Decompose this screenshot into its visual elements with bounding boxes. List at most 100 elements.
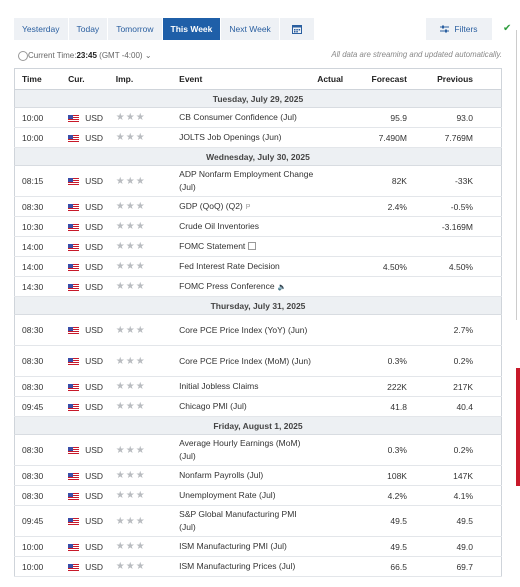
event-name[interactable]: FOMC Press Conference 🔈	[179, 276, 318, 297]
table-row[interactable]: 08:30 USD ★★★ Core PCE Price Index (YoY)…	[14, 314, 502, 346]
importance-stars-icon: ★★★	[115, 221, 146, 232]
event-currency: USD	[68, 465, 116, 486]
event-title[interactable]: ISM Manufacturing Prices (Jul)	[179, 561, 296, 571]
event-currency: USD	[68, 165, 116, 197]
event-title[interactable]: GDP (QoQ) (Q2)	[179, 200, 243, 211]
document-icon[interactable]	[248, 242, 257, 250]
tab-today[interactable]: Today	[68, 18, 108, 40]
filters-button[interactable]: Filters	[426, 18, 492, 40]
table-row[interactable]: 08:30 USD ★★★ Core PCE Price Index (MoM)…	[14, 345, 502, 377]
event-name[interactable]: CB Consumer Confidence (Jul)	[179, 107, 318, 128]
event-currency: USD	[68, 434, 116, 466]
event-name[interactable]: Average Hourly Earnings (MoM) (Jul)	[179, 434, 318, 466]
event-title[interactable]: Core PCE Price Index (YoY) (Jun)	[179, 324, 308, 335]
tab-tomorrow[interactable]: Tomorrow	[108, 18, 162, 40]
event-title[interactable]: Chicago PMI (Jul)	[179, 401, 247, 411]
event-title[interactable]: FOMC Press Conference	[179, 280, 275, 291]
event-name[interactable]: Core PCE Price Index (YoY) (Jun)	[179, 314, 318, 346]
event-name[interactable]: Nonfarm Payrolls (Jul)	[179, 465, 318, 486]
event-forecast: 0.3%	[358, 434, 411, 466]
us-flag-icon	[68, 178, 80, 185]
event-title[interactable]: ISM Manufacturing PMI (Jul)	[179, 541, 287, 551]
event-time: 08:30	[14, 314, 69, 346]
table-row[interactable]: 09:45 USD ★★★ Chicago PMI (Jul) 41.8 40.…	[14, 396, 502, 417]
event-name[interactable]: Initial Jobless Claims	[179, 376, 318, 397]
date-row: Thursday, July 31, 2025	[14, 296, 502, 315]
event-forecast: 4.2%	[358, 485, 411, 506]
event-forecast: 4.50%	[358, 256, 411, 277]
table-row[interactable]: 08:30 USD ★★★ Unemployment Rate (Jul) 4.…	[14, 485, 502, 506]
event-name[interactable]: Crude Oil Inventories	[179, 216, 318, 237]
event-title[interactable]: JOLTS Job Openings (Jun)	[179, 132, 282, 142]
table-row[interactable]: 14:00 USD ★★★ Fed Interest Rate Decision…	[14, 256, 502, 277]
importance-stars-icon: ★★★	[115, 175, 146, 187]
event-name[interactable]: Core PCE Price Index (MoM) (Jun)	[179, 345, 318, 377]
us-flag-icon	[68, 383, 80, 391]
calendar-button[interactable]	[279, 18, 314, 40]
importance-stars-icon: ★★★	[115, 381, 146, 392]
tab-next-week[interactable]: Next Week	[221, 18, 279, 40]
table-row[interactable]: 09:45 USD ★★★ S&P Global Manufacturing P…	[14, 505, 502, 537]
event-name[interactable]: ISM Manufacturing Prices (Jul)	[179, 556, 318, 577]
speaker-icon[interactable]: 🔈	[277, 283, 287, 291]
importance-stars-icon: ★★★	[115, 541, 146, 552]
event-title[interactable]: Nonfarm Payrolls (Jul)	[179, 470, 264, 480]
event-title[interactable]: Core PCE Price Index (MoM) (Jun)	[179, 355, 311, 366]
importance-stars-icon: ★★★	[115, 401, 146, 412]
event-currency: USD	[68, 485, 116, 506]
table-row[interactable]: 10:00 USD ★★★ ISM Manufacturing Prices (…	[14, 556, 502, 577]
tab-this-week[interactable]: This Week	[162, 18, 221, 40]
event-name[interactable]: Unemployment Rate (Jul)	[179, 485, 318, 506]
event-name[interactable]: JOLTS Job Openings (Jun)	[179, 127, 318, 148]
col-previous: Previous	[410, 68, 502, 90]
event-name[interactable]: Fed Interest Rate Decision	[179, 256, 318, 277]
currency-code: USD	[85, 470, 104, 481]
event-importance: ★★★	[115, 276, 180, 297]
event-importance: ★★★	[115, 396, 180, 417]
event-name[interactable]: ADP Nonfarm Employment Change (Jul)	[179, 165, 318, 197]
currency-code: USD	[85, 281, 104, 292]
event-title[interactable]: S&P Global Manufacturing PMI (Jul)	[179, 509, 297, 532]
event-name[interactable]: ISM Manufacturing PMI (Jul)	[179, 536, 318, 557]
event-name[interactable]: Chicago PMI (Jul)	[179, 396, 318, 417]
period-tabs: Yesterday Today Tomorrow This Week Next …	[14, 18, 315, 40]
col-forecast: Forecast	[358, 68, 411, 90]
table-row[interactable]: 08:30 USD ★★★ Average Hourly Earnings (M…	[14, 434, 502, 466]
event-previous: 40.4	[410, 396, 502, 417]
event-actual	[317, 556, 359, 577]
checkmark-icon: ✔	[503, 23, 512, 34]
table-row[interactable]: 10:00 USD ★★★ ISM Manufacturing PMI (Jul…	[14, 536, 502, 557]
event-title[interactable]: Fed Interest Rate Decision	[179, 261, 280, 271]
table-row[interactable]: 08:30 USD ★★★ Nonfarm Payrolls (Jul) 108…	[14, 465, 502, 486]
table-row[interactable]: 14:00 USD ★★★ FOMC Statement	[14, 236, 502, 257]
table-row[interactable]: 14:30 USD ★★★ FOMC Press Conference 🔈	[14, 276, 502, 297]
event-title[interactable]: Initial Jobless Claims	[179, 381, 259, 391]
us-flag-icon	[68, 114, 80, 122]
event-previous: 217K	[410, 376, 502, 397]
event-title[interactable]: CB Consumer Confidence (Jul)	[179, 112, 297, 122]
event-importance: ★★★	[115, 465, 180, 486]
currency-code: USD	[85, 201, 104, 212]
table-row[interactable]: 08:30 USD ★★★ Initial Jobless Claims 222…	[14, 376, 502, 397]
event-actual	[317, 196, 359, 217]
event-time: 14:00	[14, 256, 69, 277]
table-row[interactable]: 10:00 USD ★★★ JOLTS Job Openings (Jun) 7…	[14, 127, 502, 148]
event-name[interactable]: S&P Global Manufacturing PMI (Jul)	[179, 505, 318, 537]
current-time[interactable]: Current Time:23:45 (GMT -4:00) ⌄	[28, 51, 152, 60]
event-title[interactable]: Average Hourly Earnings (MoM) (Jul)	[179, 438, 301, 461]
table-row[interactable]: 08:15 USD ★★★ ADP Nonfarm Employment Cha…	[14, 165, 502, 197]
event-title[interactable]: ADP Nonfarm Employment Change (Jul)	[179, 169, 314, 192]
tab-yesterday[interactable]: Yesterday	[14, 18, 68, 40]
event-title[interactable]: Unemployment Rate (Jul)	[179, 490, 276, 500]
table-row[interactable]: 10:00 USD ★★★ CB Consumer Confidence (Ju…	[14, 107, 502, 128]
currency-code: USD	[85, 490, 104, 501]
table-row[interactable]: 08:30 USD ★★★ GDP (QoQ) (Q2) P 2.4% -0.5%	[14, 196, 502, 217]
event-title[interactable]: Crude Oil Inventories	[179, 221, 259, 231]
event-currency: USD	[68, 314, 116, 346]
event-actual	[317, 505, 359, 537]
event-forecast	[358, 276, 411, 297]
event-name[interactable]: FOMC Statement	[179, 236, 318, 257]
table-row[interactable]: 10:30 USD ★★★ Crude Oil Inventories -3.1…	[14, 216, 502, 237]
event-name[interactable]: GDP (QoQ) (Q2) P	[179, 196, 318, 217]
event-title[interactable]: FOMC Statement	[179, 241, 246, 251]
